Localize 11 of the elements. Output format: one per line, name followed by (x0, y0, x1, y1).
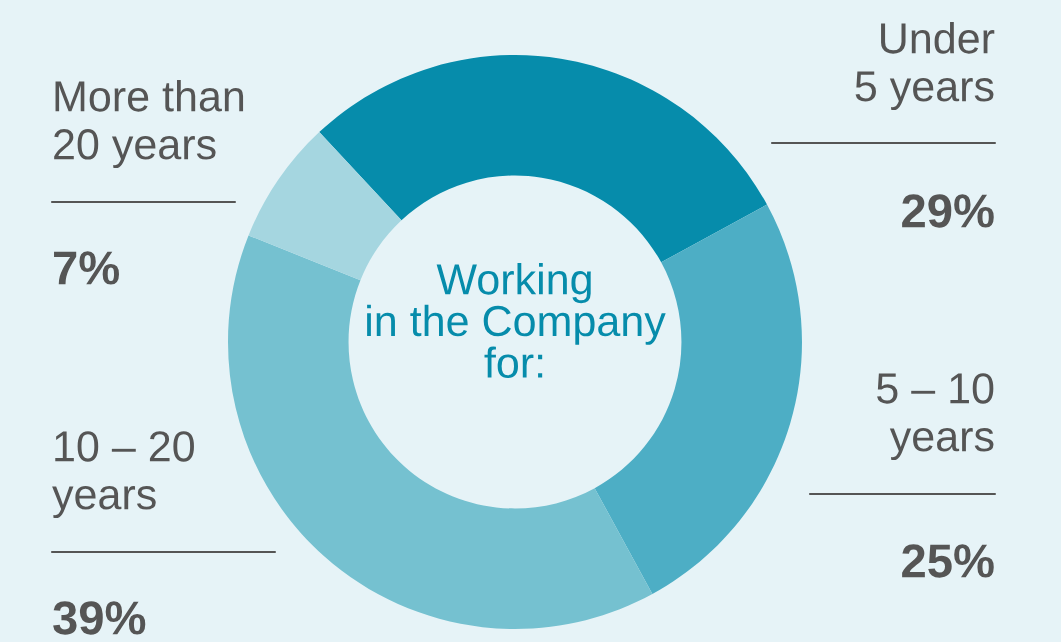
data-label: 29% (902, 194, 994, 228)
slice-label: 10 – 20 years (52, 431, 194, 519)
slice-label: More than 20 years (54, 80, 244, 169)
text: Working in the Company for: (367, 263, 666, 379)
donut-slice (248, 132, 402, 281)
data-label: 25% (902, 544, 994, 578)
donut-slice (319, 55, 767, 263)
data-label: 39% (53, 601, 146, 635)
slice-label: 5 – 10 years (877, 373, 994, 461)
slice-label: Under 5 years (855, 22, 995, 111)
data-label: 7% (54, 251, 120, 285)
